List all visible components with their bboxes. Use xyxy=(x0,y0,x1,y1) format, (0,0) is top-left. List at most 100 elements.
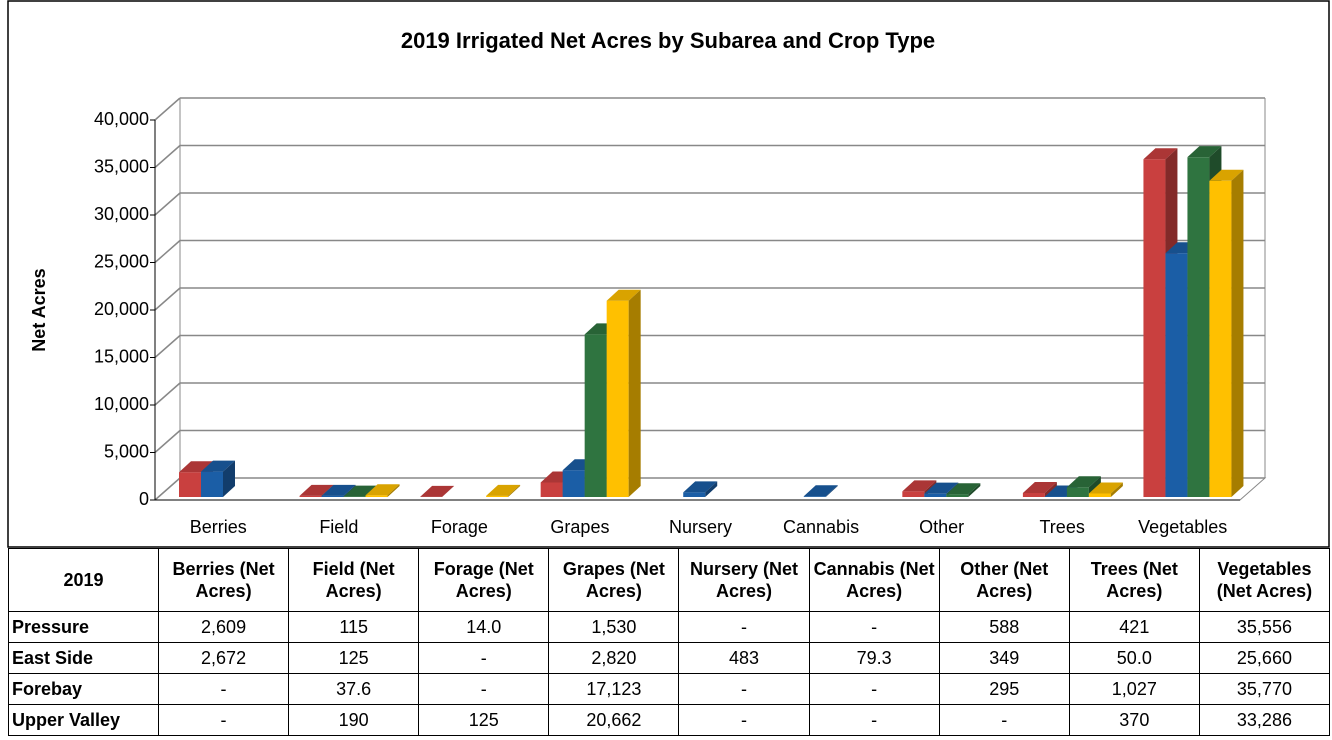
bar-front xyxy=(321,495,344,497)
table-cell: 125 xyxy=(288,642,420,674)
bar-front xyxy=(1209,180,1232,497)
bar-front xyxy=(1088,493,1111,497)
bar-side xyxy=(1110,482,1123,497)
bar-front xyxy=(1165,253,1188,497)
bar-top xyxy=(299,484,334,496)
data-table: 2019 Berries (Net Acres) Field (Net Acres)… xyxy=(8,548,1331,736)
table-cell: 483 xyxy=(678,642,810,674)
bar-side xyxy=(1044,482,1057,497)
table-cell: - xyxy=(678,704,810,736)
table-cell: 17,123 xyxy=(548,673,680,705)
column-header: Nursery (Net Acres) xyxy=(678,548,810,612)
table-cell: - xyxy=(938,704,1070,736)
bar-front xyxy=(365,495,388,497)
row-header: Forebay xyxy=(8,673,159,705)
bar xyxy=(946,483,981,497)
bar-front xyxy=(584,334,607,497)
bar xyxy=(201,460,235,497)
table-cell: 125 xyxy=(418,704,550,736)
row-header: Upper Valley xyxy=(8,704,159,736)
bar-top xyxy=(420,485,455,497)
column-header: Berries (Net Acres) xyxy=(157,548,290,612)
bar-front xyxy=(924,493,947,497)
column-header: Cannabis (Net Acres) xyxy=(808,548,940,612)
bar-front xyxy=(1022,493,1045,497)
table-cell: - xyxy=(418,673,550,705)
x-tick-label: Grapes xyxy=(550,517,609,537)
bar-top xyxy=(946,483,981,495)
table-cell: 2,609 xyxy=(157,611,290,643)
table-cell: 37.6 xyxy=(288,673,420,705)
bar-top xyxy=(1022,482,1057,494)
grid-line-side xyxy=(154,239,181,264)
y-tick-label: 0 xyxy=(139,489,149,509)
bar-side xyxy=(442,485,455,497)
y-tick-label: 10,000 xyxy=(94,394,149,414)
bar-top xyxy=(902,480,937,492)
table-cell: - xyxy=(157,704,290,736)
bar-top xyxy=(1209,169,1244,181)
table-body: Pressure 2,609 115 14.0 1,530- -588 421 35,556 E… xyxy=(8,611,1331,736)
bar-side xyxy=(825,485,838,497)
chart-title: 2019 Irrigated Net Acres by Subarea and … xyxy=(401,28,935,53)
y-tick-label: 5,000 xyxy=(104,441,149,461)
bar-front xyxy=(803,496,826,497)
column-header: 2019 xyxy=(8,548,159,612)
header-row: 2019 Berries (Net Acres) Field (Net Acres)… xyxy=(8,548,1331,612)
table-cell: - xyxy=(678,611,810,643)
bar xyxy=(606,289,641,497)
x-tick-label: Field xyxy=(319,517,358,537)
bar-front xyxy=(540,482,563,497)
bar-top xyxy=(365,484,400,496)
chart: 2019 Irrigated Net Acres by Subarea and … xyxy=(7,0,1330,548)
bar-front xyxy=(299,495,322,497)
table-cell: 20,662 xyxy=(548,704,680,736)
y-tick-label: 35,000 xyxy=(94,156,149,176)
bar xyxy=(1209,169,1244,497)
chart-border xyxy=(7,0,1330,548)
bar xyxy=(1022,482,1057,497)
bar-front xyxy=(179,472,201,497)
grid-line-side xyxy=(154,144,181,169)
column-header: Grapes (Net Acres) xyxy=(548,548,680,612)
bar-top xyxy=(683,481,718,493)
bar-top xyxy=(201,460,235,472)
bar xyxy=(365,484,400,497)
bar-front xyxy=(946,494,969,497)
bar-top xyxy=(321,484,356,496)
bar-front xyxy=(1143,159,1166,497)
table-cell: 50.0 xyxy=(1068,642,1200,674)
table-cell: 35,770 xyxy=(1198,673,1331,705)
grid-line-side xyxy=(154,192,181,216)
grid-line-side xyxy=(154,477,181,501)
column-header: Other (Net Acres) xyxy=(938,548,1070,612)
table-cell: 349 xyxy=(938,642,1070,674)
bar-front xyxy=(486,495,509,497)
column-header: Field (Net Acres) xyxy=(288,548,420,612)
table-cell: - xyxy=(157,673,290,705)
bar-top xyxy=(486,484,521,496)
x-tick-label: Vegetables xyxy=(1138,517,1227,537)
bar xyxy=(486,484,521,497)
table-cell: 1,530 xyxy=(548,611,680,643)
bar-top xyxy=(343,485,378,497)
table-cell: 1,027 xyxy=(1068,673,1200,705)
x-tick-label: Other xyxy=(919,517,964,537)
y-tick-label: 30,000 xyxy=(94,204,149,224)
table-row: East Side 2,672 125-2,820 483 79.3 349 50.0 25,… xyxy=(8,642,1331,674)
grid-line-side xyxy=(154,382,181,406)
table-cell: 421 xyxy=(1068,611,1200,643)
y-axis-title: Net Acres xyxy=(29,268,49,351)
table-cell: 115 xyxy=(288,611,420,643)
bar-top xyxy=(179,461,213,473)
bar-top xyxy=(924,482,959,494)
bar-front xyxy=(1066,487,1089,497)
x-tick-label: Berries xyxy=(190,517,247,537)
bar-front xyxy=(902,491,925,497)
table-cell: 25,660 xyxy=(1198,642,1331,674)
table-cell: 2,820 xyxy=(548,642,680,674)
grid-line-side xyxy=(154,334,181,359)
bar-top xyxy=(1066,476,1101,488)
table-cell: 370 xyxy=(1068,704,1200,736)
table-cell: - xyxy=(418,642,550,674)
